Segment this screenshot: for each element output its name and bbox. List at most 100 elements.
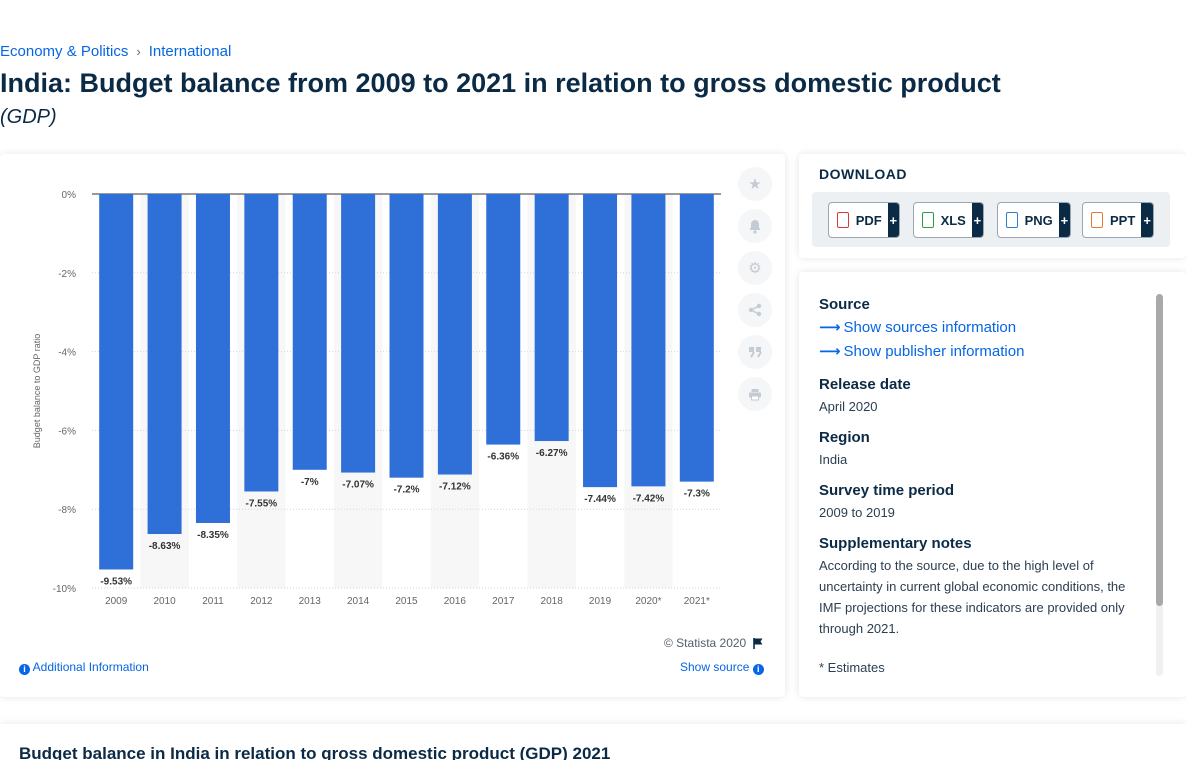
page-title: India: Budget balance from 2009 to 2021 …	[0, 68, 1001, 98]
arrow-right-icon: ⟶	[819, 343, 841, 360]
print-icon[interactable]	[738, 377, 772, 411]
bar	[341, 194, 376, 473]
bar	[679, 194, 714, 482]
favorite-star-icon[interactable]: ★	[738, 167, 772, 201]
y-tick-label: -6%	[58, 426, 76, 437]
flag-icon[interactable]	[752, 637, 764, 649]
data-label: -7%	[301, 477, 319, 488]
show-source-link[interactable]: Show source i	[680, 660, 764, 675]
survey-period-heading: Survey time period	[819, 482, 955, 499]
download-buttons: PDF + XLS + PNG + PPT +	[812, 192, 1170, 247]
info-icon: i	[19, 664, 30, 675]
breadcrumb-separator: ›	[136, 44, 141, 59]
source-heading: Source	[819, 296, 870, 313]
download-png-label: PNG	[1024, 212, 1053, 228]
info-icon: i	[752, 664, 764, 675]
x-tick-label: 2014	[347, 596, 370, 607]
png-file-icon	[1006, 212, 1018, 228]
download-xls-button[interactable]: XLS +	[913, 202, 984, 238]
y-tick-label: -4%	[58, 348, 76, 359]
y-tick-label: -2%	[58, 269, 76, 280]
release-section: Release date April 2020	[819, 374, 1141, 417]
plus-icon: +	[1141, 203, 1153, 237]
survey-period-section: Survey time period 2009 to 2019	[819, 480, 1141, 523]
related-statistic-title[interactable]: Budget balance in India in relation to g…	[19, 744, 611, 760]
ppt-file-icon	[1091, 212, 1104, 228]
release-value: April 2020	[819, 399, 878, 414]
chart-card: 0% -2% -4% -6% -8% -10% Budget balance to GDP …	[0, 154, 785, 697]
data-label: -7.44%	[584, 494, 616, 505]
data-label: -8.63%	[149, 541, 181, 552]
bar	[389, 194, 424, 478]
region-value: India	[819, 452, 848, 467]
download-panel: DOWNLOAD PDF + XLS + PNG + PPT +	[799, 154, 1186, 258]
region-heading: Region	[819, 429, 870, 446]
bar	[292, 194, 327, 470]
x-tick-label: 2020*	[635, 596, 661, 607]
data-label: -7.55%	[246, 498, 278, 509]
bar	[631, 194, 666, 487]
arrow-right-icon: ⟶	[819, 319, 841, 336]
copyright-text: © Statista 2020	[664, 636, 747, 650]
x-tick-label: 2012	[250, 596, 273, 607]
download-png-button[interactable]: PNG +	[997, 202, 1071, 238]
region-section: Region India	[819, 427, 1141, 470]
x-tick-label: 2016	[444, 596, 467, 607]
bar	[437, 194, 472, 475]
x-tick-label: 2010	[153, 596, 176, 607]
supplementary-notes-section: Supplementary notes According to the sou…	[819, 533, 1141, 676]
bar	[583, 194, 618, 488]
y-tick-label: -8%	[58, 505, 76, 516]
data-label: -7.07%	[342, 480, 374, 491]
details-scrollbar-thumb[interactable]	[1156, 294, 1163, 606]
breadcrumb-international[interactable]: International	[148, 43, 232, 60]
notification-bell-icon[interactable]	[738, 209, 772, 243]
download-pdf-button[interactable]: PDF +	[828, 202, 900, 238]
show-publisher-label: Show publisher information	[843, 343, 1025, 360]
supplementary-notes-text: According to the source, due to the high…	[819, 558, 1126, 636]
source-section: Source ⟶ Show sources information ⟶ Show p…	[819, 294, 1141, 364]
settings-gear-icon[interactable]: ⚙	[738, 251, 772, 285]
y-tick-label: -10%	[53, 584, 76, 595]
data-label: -9.53%	[100, 576, 132, 587]
estimates-note: * Estimates	[819, 660, 885, 675]
y-axis-label: Budget balance to GDP ratio	[32, 334, 42, 448]
citation-quote-icon[interactable]	[738, 335, 772, 369]
related-statistic-card: Budget balance in India in relation to g…	[0, 724, 1186, 760]
data-label: -7.2%	[393, 485, 419, 496]
share-icon[interactable]	[738, 293, 772, 327]
data-label: -7.3%	[684, 489, 710, 500]
x-tick-label: 2018	[541, 596, 564, 607]
plus-icon: +	[971, 203, 983, 237]
download-title: DOWNLOAD	[819, 166, 907, 182]
data-label: -7.42%	[633, 493, 665, 504]
release-heading: Release date	[819, 376, 911, 393]
data-label: -7.12%	[439, 482, 471, 493]
x-tick-label: 2013	[299, 596, 322, 607]
bar	[147, 194, 182, 535]
pdf-file-icon	[837, 212, 849, 228]
show-sources-link[interactable]: ⟶ Show sources information	[819, 316, 1141, 340]
x-tick-label: 2021*	[684, 596, 710, 607]
bar	[486, 194, 521, 445]
additional-information-label: Additional Information	[32, 660, 149, 674]
breadcrumb-economy-politics[interactable]: Economy & Politics	[0, 43, 129, 60]
additional-information-link[interactable]: i Additional Information	[19, 660, 149, 675]
show-publisher-link[interactable]: ⟶ Show publisher information	[819, 340, 1141, 364]
x-tick-label: 2017	[492, 596, 515, 607]
y-tick-label: 0%	[62, 190, 77, 201]
copyright: © Statista 2020	[664, 636, 764, 650]
x-tick-label: 2009	[105, 596, 128, 607]
xls-file-icon	[922, 212, 934, 228]
show-source-label: Show source	[680, 660, 750, 674]
page-subtitle: (GDP)	[0, 106, 57, 128]
download-pdf-label: PDF	[855, 212, 882, 228]
download-ppt-button[interactable]: PPT +	[1082, 202, 1154, 238]
supplementary-notes-heading: Supplementary notes	[819, 535, 972, 552]
bar	[195, 194, 230, 523]
bar-chart: 0% -2% -4% -6% -8% -10% Budget balance to GDP …	[32, 190, 721, 607]
bar	[99, 194, 134, 570]
data-label: -6.36%	[487, 452, 519, 463]
download-xls-label: XLS	[940, 212, 966, 228]
survey-period-value: 2009 to 2019	[819, 505, 895, 520]
